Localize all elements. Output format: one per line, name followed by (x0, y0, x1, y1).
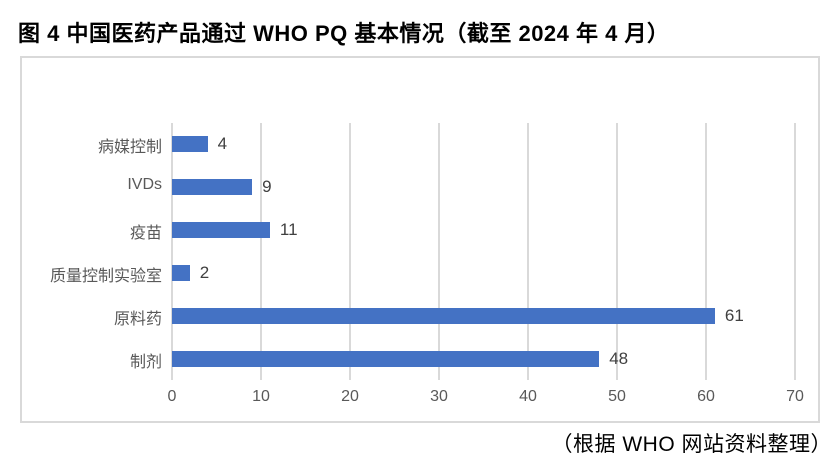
category-label: 疫苗 (129, 225, 162, 243)
value-label: 48 (609, 348, 629, 368)
category-label: 病媒控制 (97, 139, 162, 157)
x-axis-tick-label: 10 (252, 388, 270, 405)
gridline (616, 123, 618, 380)
chart-frame: 0 10 20 30 40 50 60 70 病媒控制 4 IVDs 9 疫苗 11 质量控制实验室 2 原料药… (20, 56, 820, 423)
x-axis-tick-label: 70 (786, 388, 804, 405)
x-axis-tick-label: 0 (167, 388, 177, 405)
category-label: 原料药 (113, 310, 162, 328)
value-label: 11 (279, 220, 298, 240)
bar (172, 136, 208, 153)
value-label: 61 (724, 305, 744, 325)
category-label: IVDs (127, 176, 162, 194)
value-label: 9 (262, 177, 272, 197)
bar (172, 264, 190, 281)
bar (172, 222, 270, 239)
value-label: 4 (217, 134, 228, 154)
x-axis-tick-label: 30 (430, 388, 448, 405)
gridline (705, 123, 707, 380)
category-label: 制剂 (129, 353, 162, 371)
gridline (438, 123, 440, 380)
x-axis-tick-label: 40 (519, 388, 537, 405)
x-axis-tick-label: 50 (608, 388, 626, 405)
gridline (349, 123, 351, 380)
source-note: （根据 WHO 网站资料整理） (551, 433, 832, 456)
x-axis-tick-label: 60 (697, 388, 715, 405)
bar (172, 350, 600, 367)
chart-title: 图 4 中国医药产品通过 WHO PQ 基本情况（截至 2024 年 4 月） (18, 21, 670, 46)
value-label: 2 (199, 262, 210, 282)
gridline (260, 123, 262, 380)
bar (172, 179, 253, 196)
gridline (527, 123, 529, 380)
gridline (794, 123, 796, 380)
category-label: 质量控制实验室 (49, 267, 162, 285)
x-axis-tick-label: 20 (341, 388, 359, 405)
gridline (171, 123, 173, 380)
bar (172, 307, 715, 324)
